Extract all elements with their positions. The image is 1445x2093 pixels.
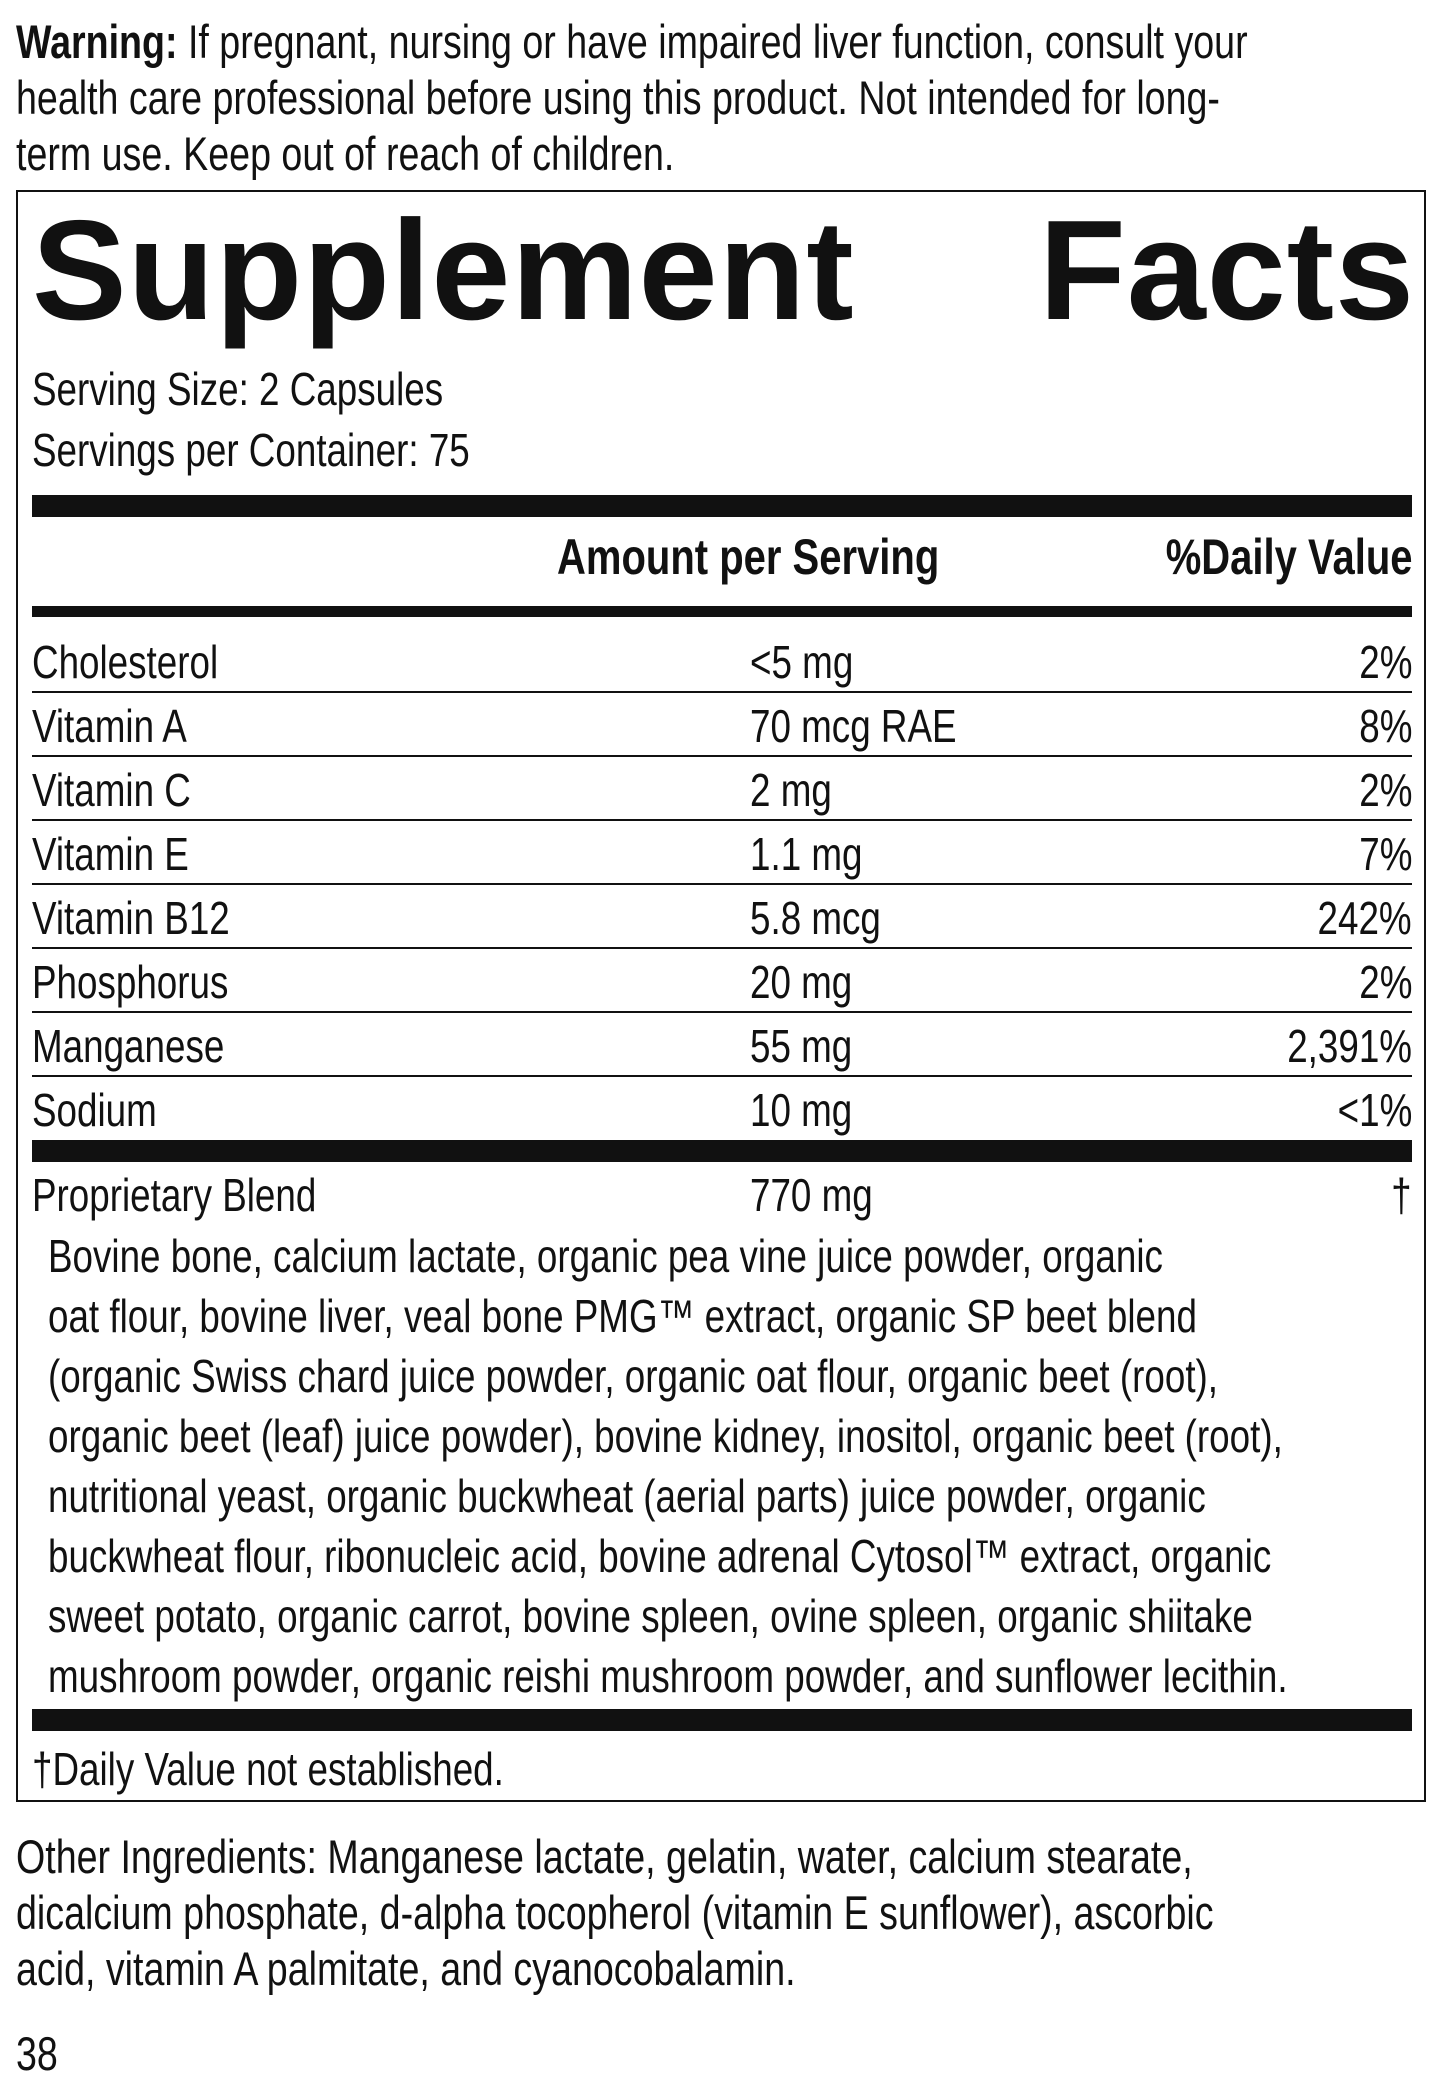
blend-ingredients-line: sweet potato, organic carrot, bovine spl…: [48, 1590, 1253, 1642]
header-daily-value: %Daily Value: [1165, 529, 1412, 585]
nutrient-name: Vitamin C: [32, 764, 191, 816]
nutrient-dv: 242%: [1317, 892, 1412, 944]
row-divider: [32, 1011, 1412, 1013]
blend-ingredients-line: organic beet (leaf) juice powder), bovin…: [48, 1410, 1283, 1462]
nutrient-amount: 55 mg: [750, 1020, 853, 1072]
divider-thick: [32, 1140, 1412, 1162]
nutrient-dv: 2%: [1358, 956, 1412, 1008]
blend-ingredients-line: Bovine bone, calcium lactate, organic pe…: [48, 1230, 1163, 1282]
nutrient-dv: 2%: [1358, 636, 1412, 688]
divider-thick: [32, 495, 1412, 517]
blend-dv: †: [1391, 1169, 1412, 1221]
row-divider: [32, 819, 1412, 821]
blend-ingredients-line: buckwheat flour, ribonucleic acid, bovin…: [48, 1530, 1272, 1582]
nutrient-amount: 10 mg: [750, 1084, 853, 1136]
blend-amount: 770 mg: [750, 1169, 873, 1221]
warning-text: If pregnant, nursing or have impaired li…: [187, 15, 1248, 68]
warning-label: Warning:: [16, 15, 178, 68]
nutrient-dv: 8%: [1358, 700, 1412, 752]
nutrient-name: Vitamin E: [32, 828, 189, 880]
blend-ingredients-line: oat flour, bovine liver, veal bone PMG™ …: [48, 1290, 1197, 1342]
header-amount: Amount per Serving: [557, 529, 940, 585]
nutrient-name: Vitamin A: [32, 700, 187, 752]
other-ingredients-line: acid, vitamin A palmitate, and cyanocoba…: [16, 1942, 796, 1995]
footnote: †Daily Value not established.: [32, 1743, 504, 1795]
nutrient-amount: <5 mg: [750, 636, 854, 688]
nutrient-name: Manganese: [32, 1020, 225, 1072]
divider-medium: [32, 606, 1412, 617]
nutrient-dv: 7%: [1358, 828, 1412, 880]
nutrient-dv: 2,391%: [1287, 1020, 1412, 1072]
blend-ingredients-line: (organic Swiss chard juice powder, organ…: [48, 1350, 1219, 1402]
warning-line: term use. Keep out of reach of children.: [16, 127, 675, 180]
serving-size: Serving Size: 2 Capsules: [32, 363, 444, 415]
nutrient-amount: 2 mg: [750, 764, 832, 816]
divider-thick: [32, 1709, 1412, 1731]
row-divider: [32, 1075, 1412, 1077]
blend-name: Proprietary Blend: [32, 1169, 317, 1221]
row-divider: [32, 947, 1412, 949]
other-ingredients-line: dicalcium phosphate, d-alpha tocopherol …: [16, 1886, 1214, 1939]
nutrient-name: Phosphorus: [32, 956, 229, 1008]
nutrient-amount: 1.1 mg: [750, 828, 863, 880]
nutrient-name: Sodium: [32, 1084, 157, 1136]
nutrient-dv: <1%: [1337, 1084, 1412, 1136]
warning-line: Warning: If pregnant, nursing or have im…: [16, 18, 1248, 65]
warning-line: health care professional before using th…: [16, 71, 1220, 124]
nutrient-amount: 20 mg: [750, 956, 853, 1008]
supplement-facts-panel: [16, 190, 1426, 1802]
title-supplement: Supplement: [32, 191, 855, 350]
nutrient-name: Cholesterol: [32, 636, 219, 688]
nutrient-name: Vitamin B12: [32, 892, 230, 944]
nutrient-amount: 5.8 mcg: [750, 892, 881, 944]
row-divider: [32, 755, 1412, 757]
nutrient-dv: 2%: [1358, 764, 1412, 816]
blend-ingredients-line: mushroom powder, organic reishi mushroom…: [48, 1650, 1288, 1702]
page-number: 38: [16, 2027, 58, 2080]
nutrient-amount: 70 mcg RAE: [750, 700, 957, 752]
title-facts: Facts: [1039, 191, 1415, 350]
blend-ingredients-line: nutritional yeast, organic buckwheat (ae…: [48, 1470, 1206, 1522]
row-divider: [32, 883, 1412, 885]
other-ingredients-line: Other Ingredients: Manganese lactate, ge…: [16, 1830, 1193, 1883]
servings-per-container: Servings per Container: 75: [32, 424, 470, 476]
row-divider: [32, 691, 1412, 693]
